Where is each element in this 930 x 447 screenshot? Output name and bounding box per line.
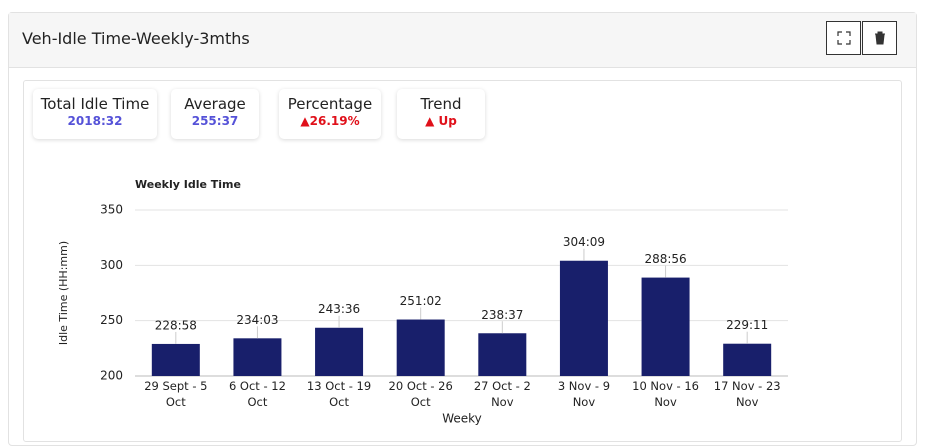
- bar: [559, 260, 608, 376]
- delete-icon: [875, 31, 885, 45]
- x-tick-label: 17 Nov - 23 Nov: [713, 379, 781, 409]
- x-tick-label: 29 Sept - 5 Oct: [144, 379, 208, 409]
- stat-card: Total Idle Time 2018:32: [33, 89, 157, 139]
- bar: [723, 343, 772, 376]
- x-tick-label: 10 Nov - 16 Nov: [632, 379, 699, 409]
- y-tick-label: 250: [100, 313, 123, 327]
- card-title: Veh-Idle Time-Weekly-3mths: [22, 29, 250, 48]
- y-axis-title: Idle Time (HH:mm): [57, 241, 70, 345]
- x-axis-title: Weeky: [442, 412, 482, 426]
- x-tick-label: 13 Oct - 19 Oct: [306, 379, 372, 409]
- x-tick-label: 20 Oct - 26 Oct: [388, 379, 453, 409]
- stat-value: ▲ Up: [425, 114, 457, 128]
- expand-button[interactable]: [826, 21, 861, 55]
- value-label: 229:11: [726, 318, 768, 332]
- x-tick-label: 27 Oct - 2 Nov: [473, 379, 531, 409]
- bar: [478, 333, 527, 376]
- stat-label: Trend: [420, 95, 462, 113]
- value-label: 251:02: [400, 294, 442, 308]
- stat-value: 2018:32: [67, 114, 123, 128]
- value-label: 243:36: [318, 302, 360, 316]
- chart-title: Weekly Idle Time: [135, 178, 241, 191]
- value-label: 238:37: [481, 308, 523, 322]
- value-label: 228:58: [155, 318, 197, 332]
- delete-button[interactable]: [862, 21, 897, 55]
- value-label: 304:09: [563, 235, 605, 249]
- bar: [396, 319, 445, 376]
- expand-icon: [837, 31, 851, 45]
- x-tick-label: 3 Nov - 9 Nov: [557, 379, 611, 409]
- stat-value: ▲26.19%: [300, 114, 360, 128]
- y-tick-label: 200: [100, 369, 123, 383]
- stat-value: 255:37: [191, 114, 239, 128]
- stat-card: Percentage ▲26.19%: [279, 89, 381, 139]
- y-tick-label: 300: [100, 258, 123, 272]
- stat-label: Percentage: [287, 95, 373, 113]
- chart-panel: Total Idle Time 2018:32 Average 255:37 P…: [23, 80, 902, 442]
- bar: [315, 327, 364, 376]
- x-tick-label: 6 Oct - 12 Oct: [228, 379, 286, 409]
- card-header: Veh-Idle Time-Weekly-3mths: [9, 13, 916, 68]
- stat-card: Average 255:37: [171, 89, 259, 139]
- bar: [151, 343, 200, 376]
- value-label: 234:03: [236, 313, 278, 327]
- stat-label: Average: [184, 95, 246, 113]
- value-label: 288:56: [644, 252, 686, 266]
- stat-label: Total Idle Time: [40, 95, 150, 113]
- bar: [641, 277, 690, 376]
- y-tick-label: 350: [100, 203, 123, 217]
- stat-card: Trend ▲ Up: [397, 89, 485, 139]
- bar: [233, 338, 282, 376]
